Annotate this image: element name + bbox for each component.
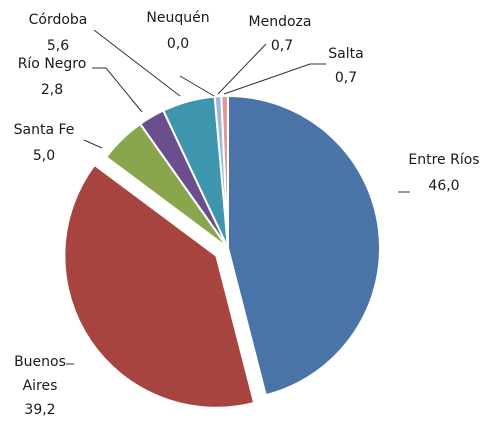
data-label-name-rio-negro: Río Negro — [18, 56, 87, 72]
data-label-value-santa-fe: 5,0 — [33, 148, 55, 164]
leader-line-rio-negro — [92, 67, 143, 113]
slices-layer — [63, 94, 381, 409]
pie-slice-salta — [220, 94, 229, 249]
data-label-value-buenos-aires: 39,2 — [24, 402, 55, 416]
data-label-name-entre-rios: Entre Ríos — [408, 152, 479, 168]
labels-layer: Entre Ríos 46,0 Buenos Aires 39,2 Santa Fe 5,0… — [14, 10, 480, 418]
leader-lines-layer — [66, 29, 410, 365]
data-label-name-salta: Salta — [328, 46, 363, 62]
data-label-value-mendoza: 0,7 — [271, 38, 293, 54]
pie-slice-entre-rios — [227, 94, 381, 397]
data-label-value-salta: 0,7 — [335, 70, 357, 86]
leader-line-cordoba — [93, 29, 181, 97]
data-label-value-entre-rios: 46,0 — [428, 178, 459, 194]
data-label-name-neuquen: Neuquén — [146, 10, 209, 26]
data-label-name-mendoza: Mendoza — [249, 14, 312, 30]
data-label-name-buenos-aires-line2: Aires — [23, 378, 58, 394]
leader-line-santa-fe — [83, 139, 103, 149]
leader-line-salta — [223, 63, 326, 95]
data-label-value-rio-negro: 2,8 — [41, 82, 63, 98]
data-label-name-buenos-aires: Buenos — [14, 354, 66, 370]
data-label-name-cordoba: Córdoba — [29, 12, 88, 28]
pie-slice-buenos-aires — [63, 163, 256, 409]
data-label-value-neuquen: 0,0 — [167, 36, 189, 52]
data-label-name-santa-fe: Santa Fe — [14, 122, 75, 138]
leader-line-mendoza — [217, 43, 267, 95]
leader-line-neuquen — [179, 75, 215, 97]
data-label-value-cordoba: 5,6 — [47, 38, 69, 54]
